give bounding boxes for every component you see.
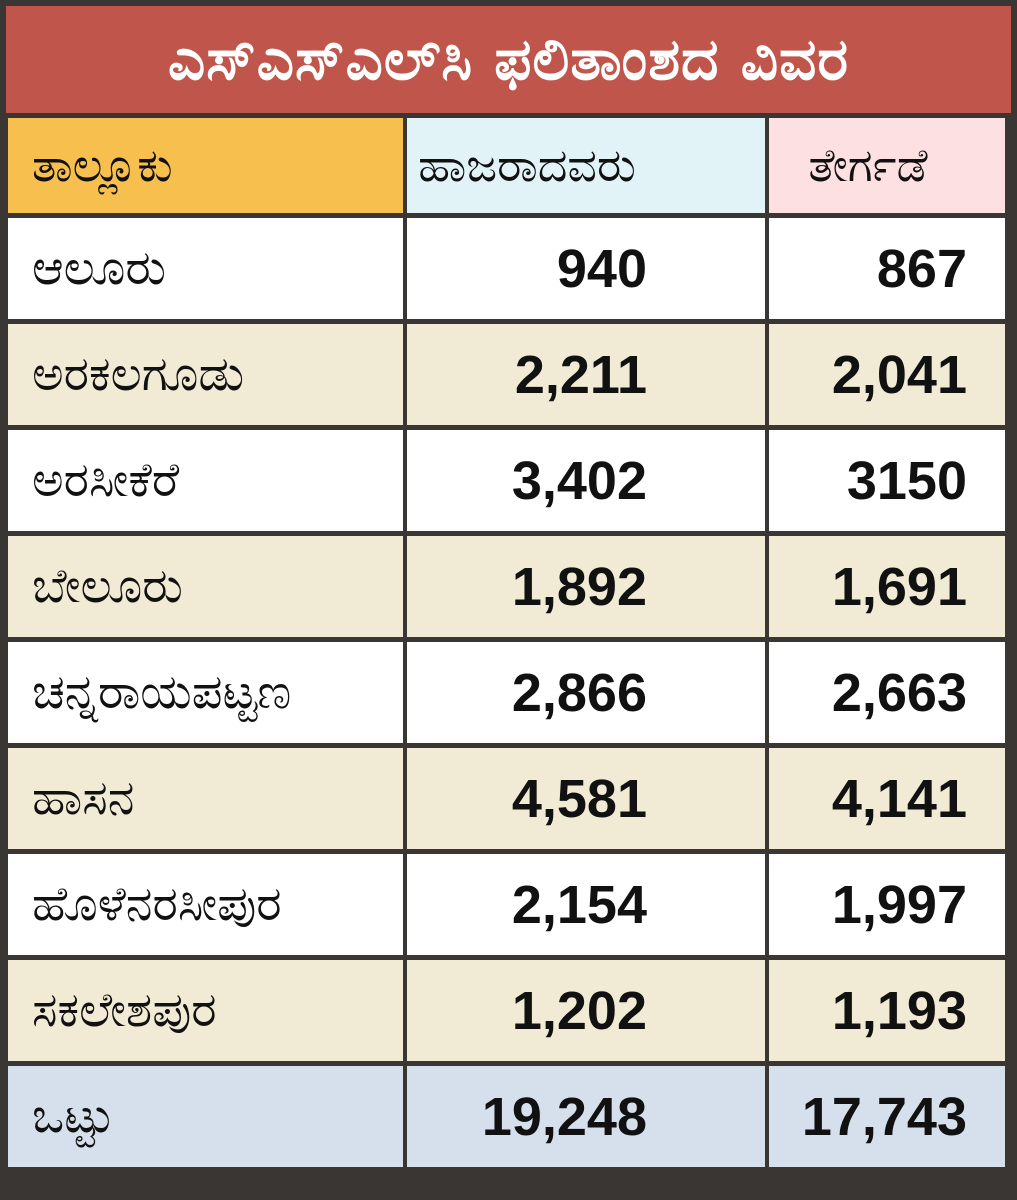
passed-count: 2,663 [769, 642, 1005, 743]
appeared-count: 1,892 [407, 536, 765, 637]
appeared-count: 3,402 [407, 430, 765, 531]
taluk-name: ಆಲೂರು [8, 218, 403, 319]
table-row: ಹಾಸನ 4,581 4,141 [8, 748, 1005, 849]
taluk-name: ಚನ್ನರಾಯಪಟ್ಟಣ [8, 642, 403, 743]
appeared-count: 940 [407, 218, 765, 319]
table-row: ಆಲೂರು 940 867 [8, 218, 1005, 319]
table-row: ಅರಸೀಕೆರೆ 3,402 3150 [8, 430, 1005, 531]
table-row: ಚನ್ನರಾಯಪಟ್ಟಣ 2,866 2,663 [8, 642, 1005, 743]
passed-count: 867 [769, 218, 1005, 319]
appeared-count: 4,581 [407, 748, 765, 849]
taluk-name: ಹಾಸನ [8, 748, 403, 849]
header-taluk: ತಾಲ್ಲೂಕು [8, 118, 403, 213]
total-appeared: 19,248 [407, 1066, 765, 1167]
total-label: ಒಟ್ಟು [8, 1066, 403, 1167]
taluk-name: ಬೇಲೂರು [8, 536, 403, 637]
passed-count: 1,193 [769, 960, 1005, 1061]
header-appeared: ಹಾಜರಾದವರು [407, 118, 765, 213]
passed-count: 1,997 [769, 854, 1005, 955]
passed-count: 4,141 [769, 748, 1005, 849]
results-table: ತಾಲ್ಲೂಕು ಹಾಜರಾದವರು ತೇರ್ಗಡೆ ಆಲೂರು 940 867… [4, 113, 1009, 1172]
table-row: ಸಕಲೇಶಪುರ 1,202 1,193 [8, 960, 1005, 1061]
taluk-name: ಹೊಳೆನರಸೀಪುರ [8, 854, 403, 955]
table-row: ಹೊಳೆನರಸೀಪುರ 2,154 1,997 [8, 854, 1005, 955]
total-passed: 17,743 [769, 1066, 1005, 1167]
appeared-count: 1,202 [407, 960, 765, 1061]
taluk-name: ಅರಸೀಕೆರೆ [8, 430, 403, 531]
table-row: ಬೇಲೂರು 1,892 1,691 [8, 536, 1005, 637]
appeared-count: 2,866 [407, 642, 765, 743]
passed-count: 1,691 [769, 536, 1005, 637]
passed-count: 3150 [769, 430, 1005, 531]
header-passed: ತೇರ್ಗಡೆ [769, 118, 1005, 213]
table-header-row: ತಾಲ್ಲೂಕು ಹಾಜರಾದವರು ತೇರ್ಗಡೆ [8, 118, 1005, 213]
taluk-name: ಅರಕಲಗೂಡು [8, 324, 403, 425]
appeared-count: 2,211 [407, 324, 765, 425]
table-row: ಅರಕಲಗೂಡು 2,211 2,041 [8, 324, 1005, 425]
passed-count: 2,041 [769, 324, 1005, 425]
total-row: ಒಟ್ಟು 19,248 17,743 [8, 1066, 1005, 1167]
table-title: ಎಸ್‌ಎಸ್‌ಎಲ್‌ಸಿ ಫಲಿತಾಂಶದ ವಿವರ [6, 6, 1011, 113]
taluk-name: ಸಕಲೇಶಪುರ [8, 960, 403, 1061]
appeared-count: 2,154 [407, 854, 765, 955]
